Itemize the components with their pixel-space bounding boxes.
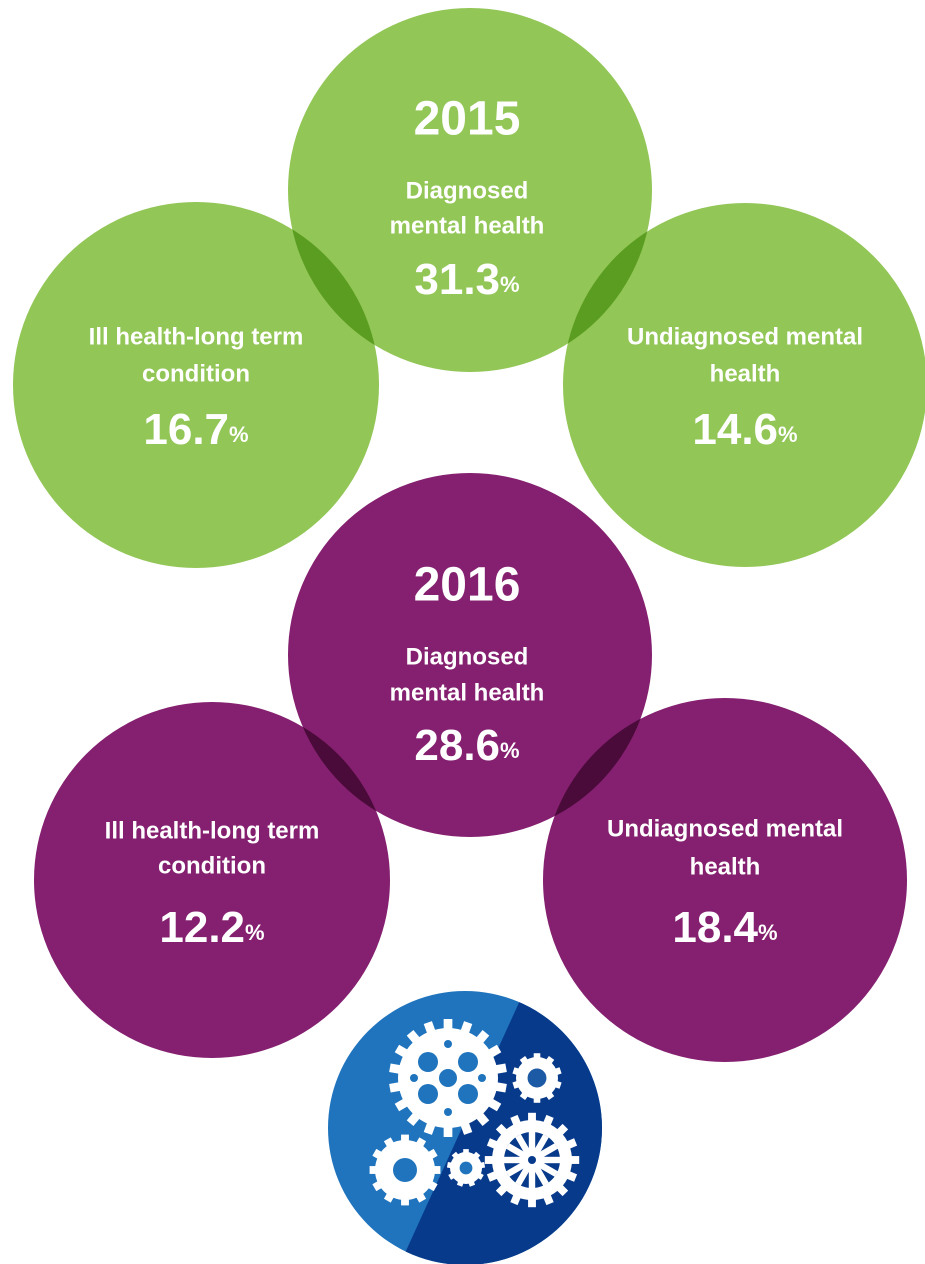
circle-group: 2015 Diagnosed mental health 31.3% Ill healt… [13, 8, 925, 568]
value: 12.2 [159, 903, 245, 952]
unit: % [245, 920, 265, 945]
value: 28.6 [414, 721, 500, 770]
value-text: 28.6% [414, 721, 519, 770]
label-line: Diagnosed [406, 177, 529, 204]
label-line: health [690, 853, 761, 880]
gear-hole [458, 1052, 478, 1072]
circle [34, 702, 390, 1058]
value-text: 16.7% [143, 405, 248, 454]
year: 2015 [414, 93, 521, 146]
gear-hole [527, 1068, 547, 1088]
gear [512, 1053, 562, 1103]
gear [389, 1019, 507, 1137]
gear-hole [444, 1108, 452, 1116]
unit: % [229, 422, 249, 447]
gear-hole [418, 1084, 438, 1104]
unit: % [778, 422, 798, 447]
value: 18.4 [672, 903, 758, 952]
gear-hole [459, 1161, 473, 1175]
circle [288, 8, 652, 372]
gear-icon [328, 991, 602, 1264]
gear-hole [439, 1069, 457, 1087]
circle [288, 473, 652, 837]
label-line: Undiagnosed mental [627, 323, 863, 350]
label-line: condition [158, 852, 266, 879]
unit: % [758, 920, 778, 945]
label-line: mental health [390, 679, 545, 706]
value: 14.6 [692, 405, 778, 454]
gear-hole [444, 1040, 452, 1048]
label-line: Diagnosed [406, 643, 529, 670]
gear [446, 1149, 486, 1187]
value: 16.7 [143, 405, 229, 454]
gear [369, 1134, 441, 1206]
unit: % [500, 272, 520, 297]
gear-hole [478, 1074, 486, 1082]
year: 2016 [414, 559, 521, 612]
gear-hole [458, 1084, 478, 1104]
label-line: condition [142, 360, 250, 387]
label-line: Undiagnosed mental [607, 815, 843, 842]
value-text: 18.4% [672, 903, 777, 952]
circle-group: 2016 Diagnosed mental health 28.6% Ill healt… [34, 473, 907, 1062]
circle [563, 203, 925, 567]
value-text: 14.6% [692, 405, 797, 454]
label-line: Ill health-long term [89, 323, 304, 350]
circle [13, 202, 379, 568]
label-line: health [710, 360, 781, 387]
gear [484, 1112, 580, 1208]
label-line: Ill health-long term [105, 817, 320, 844]
gear-hole [418, 1052, 438, 1072]
value-text: 31.3% [414, 255, 519, 304]
label-line: mental health [390, 212, 545, 239]
value: 31.3 [414, 255, 500, 304]
value-text: 12.2% [159, 903, 264, 952]
circle [543, 698, 907, 1062]
unit: % [500, 738, 520, 763]
gear-hole [410, 1074, 418, 1082]
gear-hole [528, 1156, 536, 1164]
gear-hole [393, 1158, 417, 1182]
